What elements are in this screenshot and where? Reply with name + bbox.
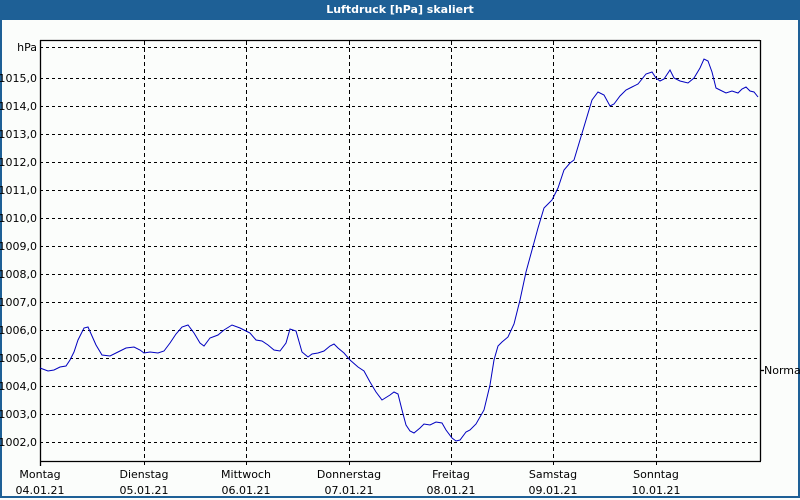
y-tick: 1007,0 [0,296,37,309]
y-tick: 1012,0 [0,156,37,169]
y-tick: 1009,0 [0,240,37,253]
x-tick-day: Mittwoch [221,468,271,481]
plot-frame [39,39,764,466]
y-tick: 1004,0 [0,380,37,393]
y-tick: 1014,0 [0,100,37,113]
y-tick: 1010,0 [0,212,37,225]
y-axis-labels: hPa 1015,0 1014,0 1013,0 1012,0 1011,0 1… [0,41,37,449]
y-tick: 1008,0 [0,268,37,281]
x-tick-date: 07.01.21 [325,484,374,497]
normal-marker-label: Normal [764,364,800,377]
x-tick-date: 08.01.21 [427,484,476,497]
x-tick-day: Sonntag [633,468,679,481]
x-tick-day: Dienstag [119,468,168,481]
y-tick: 1006,0 [0,324,37,337]
x-tick-day: Samstag [529,468,577,481]
y-tick: 1005,0 [0,352,37,365]
y-axis-unit: hPa [17,41,37,54]
x-tick-day: Freitag [432,468,470,481]
y-tick: 1015,0 [0,72,37,85]
x-tick-day: Montag [19,468,60,481]
x-tick-date: 04.01.21 [16,484,65,497]
x-tick-date: 05.01.21 [120,484,169,497]
x-tick-date: 06.01.21 [222,484,271,497]
vertical-gridlines [144,41,657,466]
y-tick: 1002,0 [0,436,37,449]
x-tick-date: 09.01.21 [529,484,578,497]
horizontal-gridlines [40,47,760,443]
y-tick: 1003,0 [0,408,37,421]
x-axis-labels: Montag 04.01.21 Dienstag 05.01.21 Mittwo… [16,468,681,497]
pressure-series-line [39,58,759,442]
y-tick: 1011,0 [0,184,37,197]
y-tick: 1013,0 [0,128,37,141]
chart-title: Luftdruck [hPa] skaliert [0,0,800,20]
x-tick-date: 10.01.21 [632,484,681,497]
x-tick-day: Donnerstag [317,468,381,481]
